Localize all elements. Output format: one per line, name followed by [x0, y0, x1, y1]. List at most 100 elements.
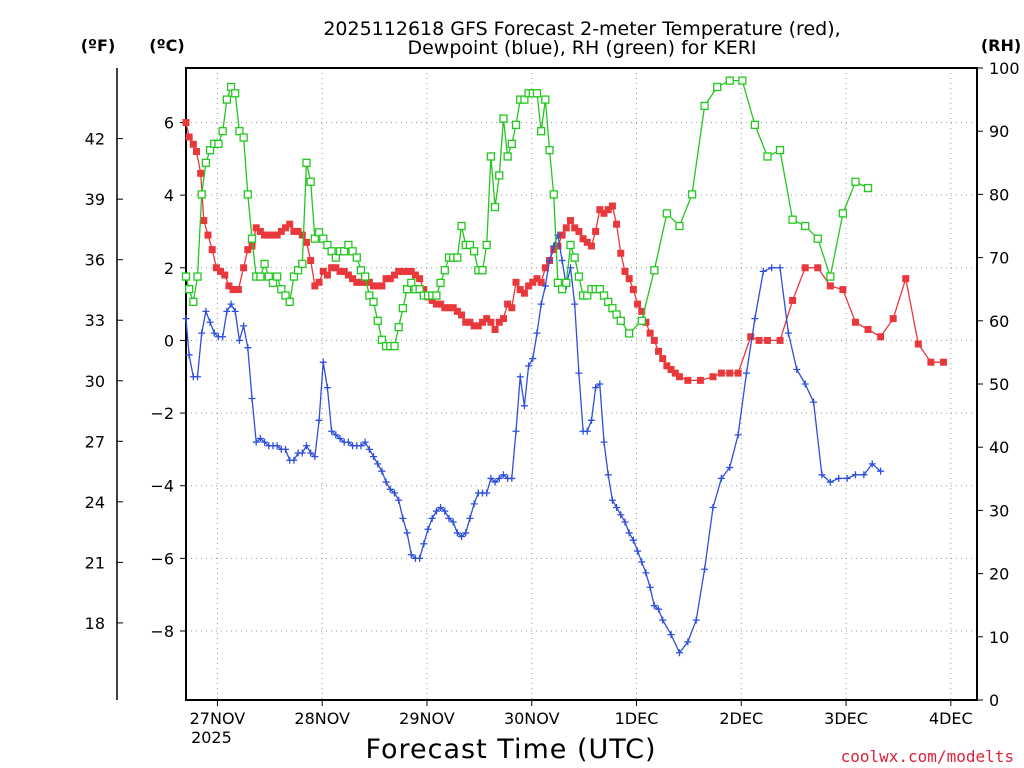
data-point: [616, 316, 625, 325]
data-point: [826, 478, 834, 486]
x-tick-year-label: 2025: [191, 728, 232, 747]
data-point: [348, 247, 357, 256]
data-point: [717, 369, 725, 377]
data-point: [361, 278, 369, 286]
plot-frame: [185, 67, 978, 701]
data-point: [453, 529, 461, 537]
rh-tick-label: 30: [989, 501, 1009, 520]
data-point: [252, 224, 260, 232]
data-point: [390, 489, 398, 497]
data-point: [432, 507, 440, 515]
data-point: [227, 300, 235, 308]
data-point: [642, 569, 650, 577]
celsius-axis-unit: (ºC): [149, 36, 184, 55]
data-point: [298, 231, 306, 239]
data-point: [768, 264, 776, 272]
data-point: [239, 133, 248, 142]
data-point: [282, 224, 290, 232]
data-point: [788, 215, 797, 224]
data-point: [416, 275, 424, 283]
data-point: [395, 267, 403, 275]
data-point: [469, 247, 479, 256]
data-point: [600, 209, 608, 217]
data-point: [583, 291, 592, 300]
data-point: [370, 282, 378, 290]
data-point: [546, 257, 554, 265]
data-point: [441, 304, 449, 312]
data-point: [533, 329, 541, 337]
axes: [116, 67, 983, 706]
data-point: [709, 503, 717, 511]
data-point: [192, 148, 200, 156]
data-point: [319, 267, 327, 275]
data-point: [445, 514, 453, 522]
data-point: [205, 146, 215, 155]
data-point: [491, 326, 499, 334]
data-point: [570, 253, 579, 262]
fahrenheit-tick-label: 27: [85, 432, 105, 451]
data-point: [596, 206, 604, 214]
data-point: [587, 242, 595, 250]
data-point: [273, 442, 281, 450]
data-point: [495, 318, 503, 326]
data-point: [462, 318, 470, 326]
data-point: [863, 183, 873, 193]
data-point: [223, 307, 231, 315]
data-point: [621, 267, 629, 275]
data-point: [231, 307, 239, 315]
x-tick-label: 3DEC: [824, 709, 868, 728]
data-point: [478, 318, 486, 326]
data-point: [487, 318, 495, 326]
data-point: [403, 529, 411, 537]
rh-tick-label: 20: [989, 565, 1009, 584]
data-point: [927, 358, 935, 366]
data-point: [293, 266, 303, 275]
data-point: [566, 217, 574, 225]
data-point: [353, 278, 361, 286]
data-point: [319, 358, 327, 366]
data-point: [595, 285, 604, 294]
data-point: [340, 247, 349, 256]
data-point: [655, 347, 663, 355]
rh-tick-label: 100: [989, 59, 1020, 78]
data-point: [407, 267, 415, 275]
data-point: [483, 315, 491, 323]
data-point: [503, 152, 512, 161]
data-point: [395, 496, 403, 504]
data-point: [332, 431, 340, 439]
data-point: [474, 322, 482, 330]
data-point: [516, 373, 524, 381]
data-point: [776, 264, 784, 272]
data-point: [344, 240, 353, 250]
data-point: [650, 266, 659, 275]
data-point: [499, 471, 507, 479]
data-point: [217, 267, 225, 275]
data-point: [440, 266, 449, 275]
data-point: [248, 242, 256, 250]
credit-text: coolwx.com/modelts: [841, 747, 1014, 766]
data-point: [789, 296, 797, 304]
data-point: [604, 297, 613, 306]
data-point: [549, 190, 558, 199]
data-point: [415, 285, 424, 294]
data-point: [416, 554, 424, 562]
data-point: [902, 275, 910, 283]
data-point: [583, 427, 591, 435]
data-point: [328, 427, 336, 435]
data-point: [667, 365, 675, 373]
rh-tick-label: 40: [989, 438, 1009, 457]
data-point: [365, 291, 374, 300]
data-point: [240, 322, 248, 330]
data-point: [428, 514, 436, 522]
data-point: [482, 240, 491, 250]
data-point: [200, 217, 208, 225]
data-point: [307, 449, 315, 457]
data-point: [562, 224, 570, 232]
data-point: [675, 373, 683, 381]
data-point: [374, 460, 382, 468]
data-point: [763, 336, 771, 344]
data-point: [336, 267, 344, 275]
data-point: [571, 224, 579, 232]
data-point: [525, 362, 533, 370]
data-point: [268, 278, 278, 288]
